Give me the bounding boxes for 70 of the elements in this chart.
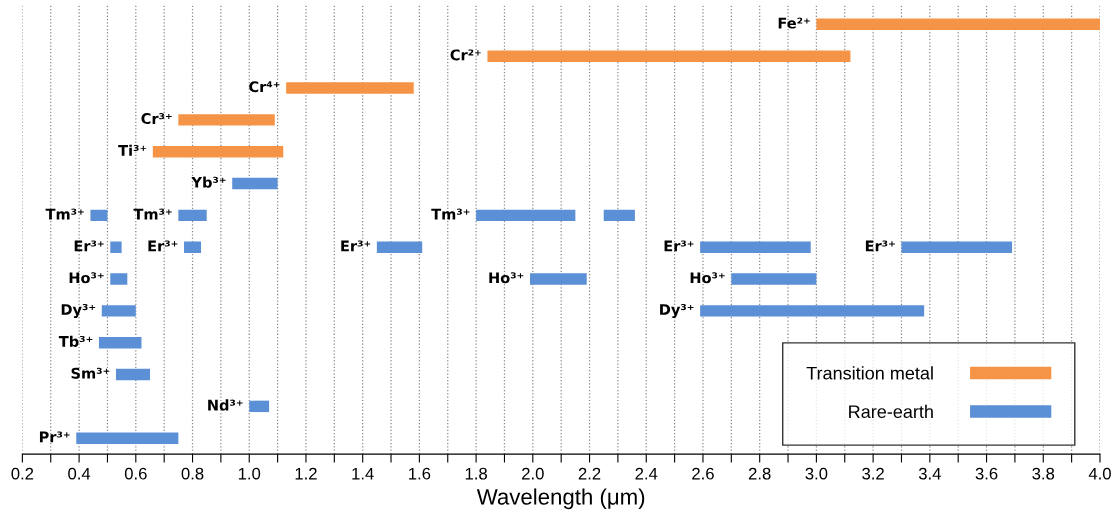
data-label: Dy³⁺: [61, 303, 96, 318]
data-label: Ho³⁺: [489, 272, 524, 284]
bar: [487, 50, 851, 62]
bar: [901, 241, 1013, 253]
x-tick-label: 0.6: [124, 467, 147, 480]
data-label: Cr²⁺: [450, 49, 481, 61]
data-label: Tm³⁺: [133, 208, 172, 220]
x-tick-label: 2.8: [748, 467, 771, 480]
bar: [110, 273, 128, 285]
x-axis-title: Wavelength (μm): [476, 488, 645, 510]
x-tick-label: 1.6: [409, 467, 431, 480]
bar: [184, 241, 202, 253]
bar: [529, 273, 587, 285]
data-label: Ti³⁺: [118, 144, 147, 156]
x-tick-label: 2.4: [635, 467, 658, 480]
data-label: Ho³⁺: [690, 272, 725, 284]
data-label: Er³⁺: [148, 240, 178, 252]
bar: [76, 432, 179, 444]
bar: [115, 368, 150, 381]
bar: [178, 209, 207, 222]
x-tick-label: 1.2: [295, 467, 317, 480]
bar: [603, 209, 635, 222]
x-tick-label: 3.2: [862, 467, 884, 480]
bar: [376, 241, 423, 253]
x-tick-label: 3.8: [1032, 467, 1055, 480]
data-label: Tm³⁺: [45, 208, 84, 220]
data-label: Er³⁺: [865, 240, 895, 252]
bar: [731, 273, 817, 285]
bar: [178, 114, 275, 126]
bar: [286, 82, 414, 94]
bar: [90, 209, 108, 222]
x-tick-label: 0.8: [181, 467, 204, 480]
legend-label: Rare-earth: [849, 404, 933, 419]
data-label: Sm³⁺: [71, 367, 110, 379]
bar: [232, 177, 278, 190]
bar: [249, 400, 270, 413]
x-tick-label: 1.0: [238, 467, 261, 480]
x-tick-label: 0.4: [68, 467, 91, 480]
bar: [816, 18, 1100, 31]
x-tick-label: 0.2: [11, 467, 34, 480]
x-tick-label: 3.0: [805, 467, 828, 480]
x-tick-label: 1.4: [352, 467, 374, 480]
x-tick-label: 2.2: [578, 467, 601, 480]
x-tick-label: 3.6: [975, 467, 998, 480]
data-label: Cr⁴⁺: [249, 81, 280, 93]
bar: [98, 336, 142, 349]
data-label: Er³⁺: [341, 240, 371, 252]
data-label: Nd³⁺: [208, 399, 243, 411]
data-label: Pr³⁺: [39, 431, 70, 443]
x-tick-label: 2.0: [522, 467, 544, 480]
bar: [700, 241, 811, 253]
data-label: Cr³⁺: [141, 113, 172, 125]
data-label: Er³⁺: [664, 240, 694, 252]
bar: [110, 241, 122, 253]
data-label: Er³⁺: [74, 240, 104, 252]
bar: [152, 145, 284, 158]
data-label: Dy³⁺: [660, 303, 694, 318]
x-tick-label: 3.4: [918, 467, 941, 480]
x-tick-label: 4.0: [1088, 467, 1111, 480]
bar: [476, 209, 576, 222]
data-label: Yb³⁺: [191, 176, 226, 188]
bar: [700, 305, 925, 317]
data-label: Fe²⁺: [778, 17, 810, 29]
x-tick-label: 1.8: [465, 467, 487, 480]
data-label: Tm³⁺: [431, 208, 470, 220]
data-label: Tb³⁺: [58, 335, 93, 347]
legend-label: Transition metal: [806, 366, 933, 380]
bar: [101, 305, 136, 317]
data-label: Ho³⁺: [69, 272, 104, 284]
x-tick-label: 2.6: [692, 467, 714, 480]
